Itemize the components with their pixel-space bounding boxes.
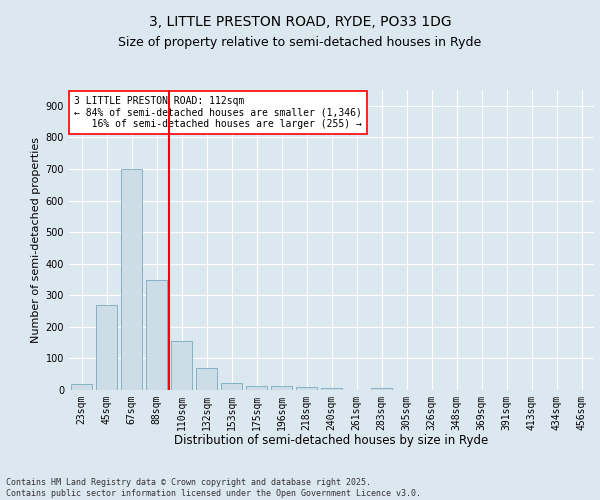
Bar [296, 388, 317, 390]
Bar [171, 341, 192, 390]
Text: Contains HM Land Registry data © Crown copyright and database right 2025.
Contai: Contains HM Land Registry data © Crown c… [6, 478, 421, 498]
Bar [121, 169, 142, 390]
Bar [271, 386, 292, 390]
Bar [246, 386, 267, 390]
Bar [71, 384, 92, 390]
Text: Size of property relative to semi-detached houses in Ryde: Size of property relative to semi-detach… [118, 36, 482, 49]
Bar [196, 368, 217, 390]
X-axis label: Distribution of semi-detached houses by size in Ryde: Distribution of semi-detached houses by … [175, 434, 488, 448]
Bar [96, 304, 117, 390]
Bar [371, 388, 392, 390]
Bar [221, 383, 242, 390]
Text: 3 LITTLE PRESTON ROAD: 112sqm
← 84% of semi-detached houses are smaller (1,346)
: 3 LITTLE PRESTON ROAD: 112sqm ← 84% of s… [74, 96, 362, 129]
Bar [146, 280, 167, 390]
Bar [321, 388, 342, 390]
Y-axis label: Number of semi-detached properties: Number of semi-detached properties [31, 137, 41, 343]
Text: 3, LITTLE PRESTON ROAD, RYDE, PO33 1DG: 3, LITTLE PRESTON ROAD, RYDE, PO33 1DG [149, 16, 451, 30]
